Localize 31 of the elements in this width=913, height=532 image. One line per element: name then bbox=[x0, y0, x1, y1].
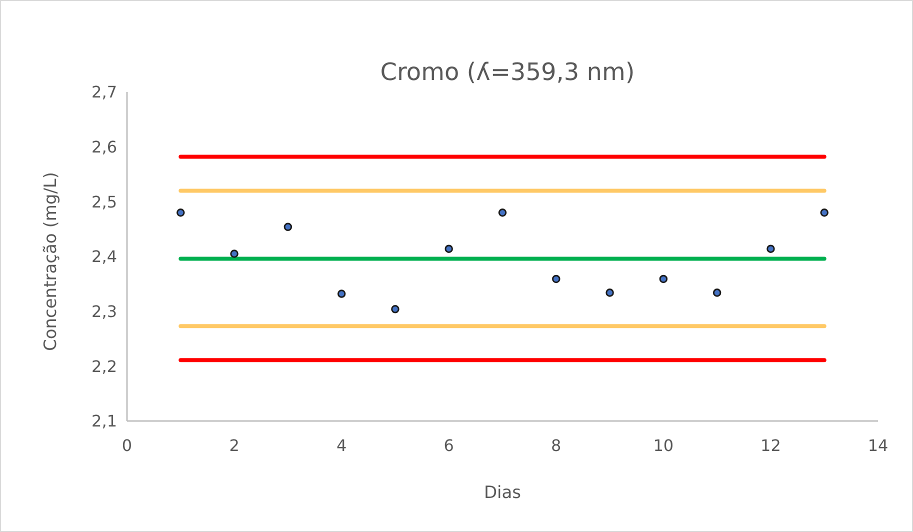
point bbox=[606, 288, 614, 297]
point bbox=[820, 208, 828, 217]
x-tick-label: 10 bbox=[653, 436, 674, 455]
point bbox=[444, 244, 453, 253]
y-tick-label: 2,1 bbox=[92, 412, 117, 431]
y-tick-label: 2,4 bbox=[92, 247, 117, 266]
y-tick-label: 2,7 bbox=[92, 82, 117, 102]
x-tick-label: 6 bbox=[444, 436, 454, 455]
y-tick-label: 2,2 bbox=[92, 356, 117, 376]
y-axis-title: Concentração (mg/L) bbox=[41, 172, 61, 352]
chart-title: Cromo (ʎ=359,3 nm) bbox=[380, 58, 635, 86]
point bbox=[766, 244, 775, 253]
x-tick-label: 8 bbox=[551, 436, 562, 455]
point bbox=[176, 208, 185, 217]
x-tick-label: 4 bbox=[336, 436, 347, 455]
x-tick-label: 0 bbox=[122, 436, 132, 455]
point bbox=[659, 274, 668, 284]
point bbox=[337, 290, 346, 298]
point bbox=[391, 305, 400, 314]
x-tick-label: 12 bbox=[760, 436, 781, 455]
y-tick-label: 2,3 bbox=[92, 302, 117, 321]
x-tick-label: 14 bbox=[868, 436, 888, 455]
point bbox=[498, 208, 507, 217]
y-tick-label: 2,6 bbox=[92, 137, 117, 156]
point bbox=[552, 274, 560, 284]
x-tick-label: 2 bbox=[229, 436, 240, 455]
y-tick-label: 2,5 bbox=[92, 192, 117, 212]
x-axis-title: Dias bbox=[484, 483, 522, 503]
point bbox=[230, 250, 238, 258]
point bbox=[712, 288, 722, 297]
point bbox=[284, 222, 292, 232]
